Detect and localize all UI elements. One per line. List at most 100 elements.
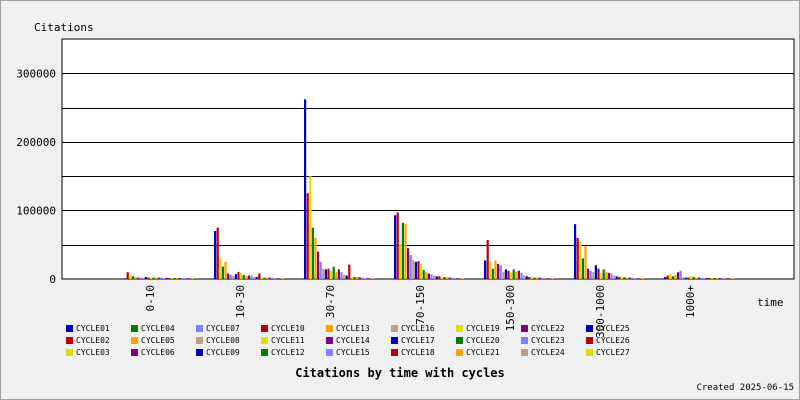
legend-swatch bbox=[456, 336, 463, 344]
y-tick-label: 200000 bbox=[16, 136, 56, 149]
bar bbox=[533, 277, 536, 279]
bar bbox=[674, 274, 677, 279]
bar bbox=[273, 277, 276, 279]
legend-item: CYCLE01 bbox=[66, 322, 110, 334]
legend-label: CYCLE25 bbox=[596, 323, 630, 333]
bar bbox=[163, 277, 166, 279]
legend-item: CYCLE23 bbox=[521, 334, 565, 346]
bar bbox=[353, 276, 356, 279]
legend-label: CYCLE11 bbox=[271, 335, 305, 345]
y-tick-label: 0 bbox=[49, 273, 56, 286]
legend-item: CYCLE27 bbox=[586, 346, 630, 358]
bar bbox=[266, 277, 269, 279]
legend-item: CYCLE10 bbox=[261, 322, 305, 334]
bar bbox=[520, 272, 523, 279]
bar bbox=[396, 212, 399, 279]
bar bbox=[710, 277, 713, 279]
legend-swatch bbox=[261, 336, 268, 344]
bar bbox=[173, 277, 176, 279]
bar bbox=[543, 277, 546, 279]
legend-swatch bbox=[131, 348, 138, 356]
legend-label: CYCLE02 bbox=[76, 335, 110, 345]
bar bbox=[679, 270, 682, 279]
bar bbox=[697, 277, 700, 279]
legend-swatch bbox=[131, 324, 138, 332]
legend-item: CYCLE24 bbox=[521, 346, 565, 358]
bar bbox=[541, 277, 544, 279]
bar bbox=[721, 277, 724, 279]
legend-item: CYCLE26 bbox=[586, 334, 630, 346]
bar bbox=[335, 272, 338, 279]
y-tick-label: 100000 bbox=[16, 204, 56, 217]
bar bbox=[528, 276, 531, 279]
bar bbox=[271, 277, 274, 279]
legend-label: CYCLE07 bbox=[206, 323, 240, 333]
legend-label: CYCLE20 bbox=[466, 335, 500, 345]
bar bbox=[250, 275, 253, 279]
bar bbox=[456, 278, 459, 279]
bar bbox=[438, 276, 441, 279]
legend-swatch bbox=[196, 336, 203, 344]
bar bbox=[510, 272, 513, 279]
bar bbox=[626, 277, 629, 279]
legend-swatch bbox=[586, 324, 593, 332]
bar bbox=[191, 278, 194, 279]
bar bbox=[147, 277, 150, 279]
legend-item: CYCLE07 bbox=[196, 322, 240, 334]
bar bbox=[576, 237, 579, 279]
bar bbox=[366, 278, 369, 279]
bar bbox=[605, 272, 608, 279]
bar bbox=[150, 277, 153, 279]
bar bbox=[708, 277, 711, 279]
bar bbox=[247, 275, 250, 279]
bar bbox=[186, 278, 189, 279]
legend-label: CYCLE06 bbox=[141, 347, 175, 357]
bar bbox=[371, 278, 374, 279]
bar bbox=[279, 278, 282, 279]
bar bbox=[152, 277, 155, 279]
legend-label: CYCLE12 bbox=[271, 347, 305, 357]
bar bbox=[363, 277, 366, 279]
legend-swatch bbox=[456, 324, 463, 332]
bar bbox=[317, 251, 320, 279]
legend-item: CYCLE11 bbox=[261, 334, 305, 346]
bar bbox=[669, 273, 672, 279]
bar bbox=[451, 277, 454, 279]
bar bbox=[189, 278, 192, 279]
bar bbox=[448, 277, 451, 279]
created-date: Created 2025-06-15 bbox=[696, 383, 794, 393]
bar bbox=[600, 273, 603, 279]
legend-label: CYCLE15 bbox=[336, 347, 370, 357]
legend-label: CYCLE01 bbox=[76, 323, 110, 333]
legend-item: CYCLE08 bbox=[196, 334, 240, 346]
bar bbox=[486, 239, 489, 279]
legend-item: CYCLE02 bbox=[66, 334, 110, 346]
bar bbox=[348, 264, 351, 279]
bar bbox=[430, 274, 433, 279]
bar bbox=[394, 215, 397, 279]
bar bbox=[229, 274, 232, 279]
legend-item: CYCLE06 bbox=[131, 346, 175, 358]
bar bbox=[216, 227, 219, 279]
x-tick-label: 1000+ bbox=[684, 285, 697, 318]
bar bbox=[178, 277, 181, 279]
legend-item: CYCLE21 bbox=[456, 346, 500, 358]
bar bbox=[507, 270, 510, 279]
bar bbox=[636, 278, 639, 279]
legend-item: CYCLE04 bbox=[131, 322, 175, 334]
bar bbox=[690, 276, 693, 279]
legend-swatch bbox=[326, 324, 333, 332]
bar bbox=[597, 268, 600, 279]
x-tick-label: 300-1000 bbox=[594, 285, 607, 338]
bar bbox=[139, 277, 142, 279]
bar bbox=[350, 276, 353, 279]
bar bbox=[414, 261, 417, 279]
bar bbox=[129, 275, 132, 279]
bar bbox=[692, 276, 695, 279]
bar bbox=[459, 278, 462, 279]
legend-swatch bbox=[131, 336, 138, 344]
bar bbox=[253, 276, 256, 279]
bar bbox=[234, 274, 237, 279]
bar bbox=[309, 176, 312, 279]
